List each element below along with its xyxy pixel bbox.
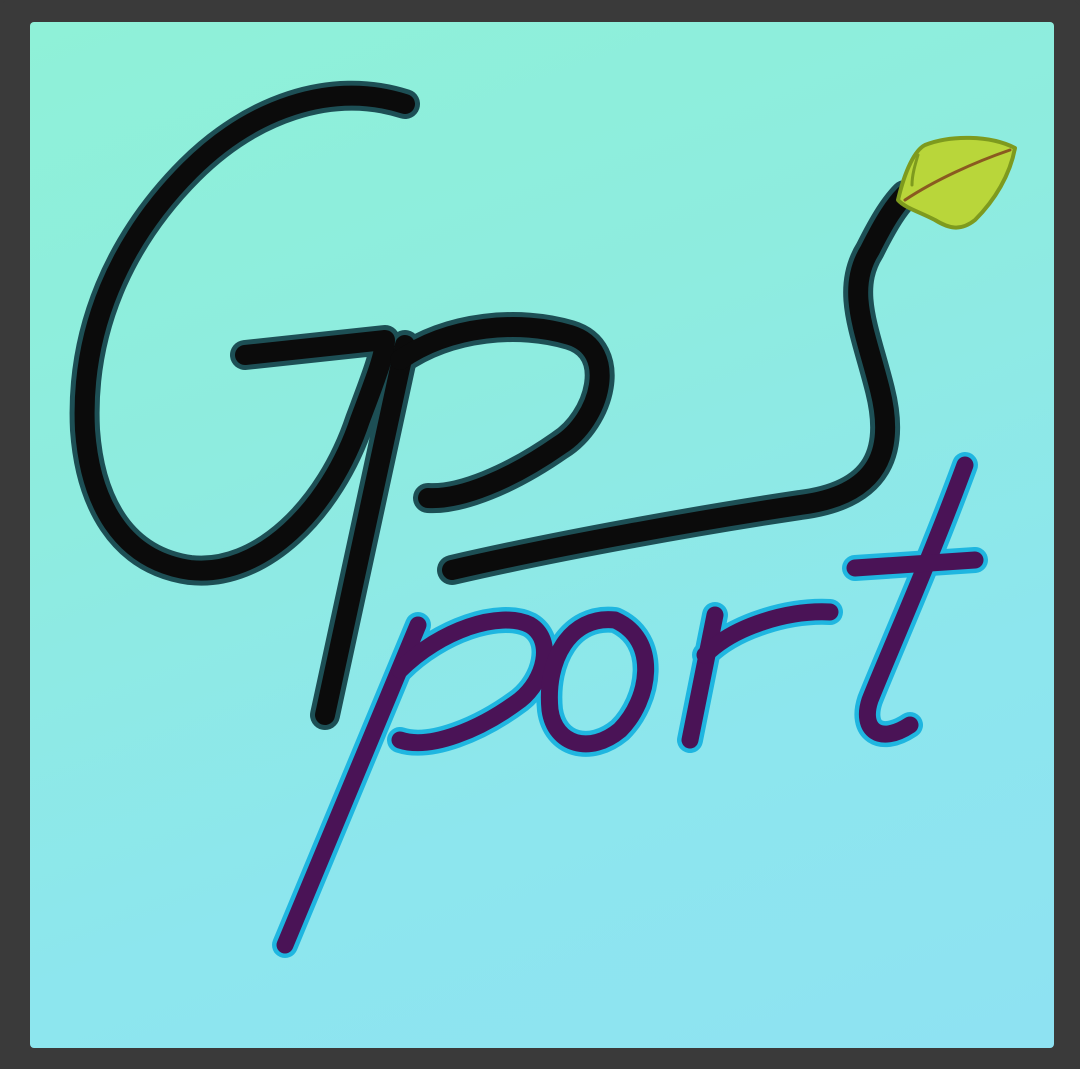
letter-r-arm [696, 603, 839, 664]
letter-s [442, 185, 915, 580]
letter-g [74, 85, 415, 581]
gps-wordmark [69, 80, 920, 730]
letter-t-cross [846, 551, 984, 577]
letter-p2-bowl [391, 611, 553, 752]
port-wordmark [272, 452, 988, 958]
letter-p-bowl [390, 317, 610, 509]
leaf-icon [896, 135, 1017, 230]
letter-o [540, 611, 655, 753]
letter-t-stem [858, 456, 974, 743]
logo-background [30, 22, 1054, 1048]
letter-p-stem [315, 335, 415, 725]
letter-s-outline [437, 180, 920, 585]
letter-p2-stem [276, 616, 427, 954]
letter-r-stem [681, 606, 724, 749]
